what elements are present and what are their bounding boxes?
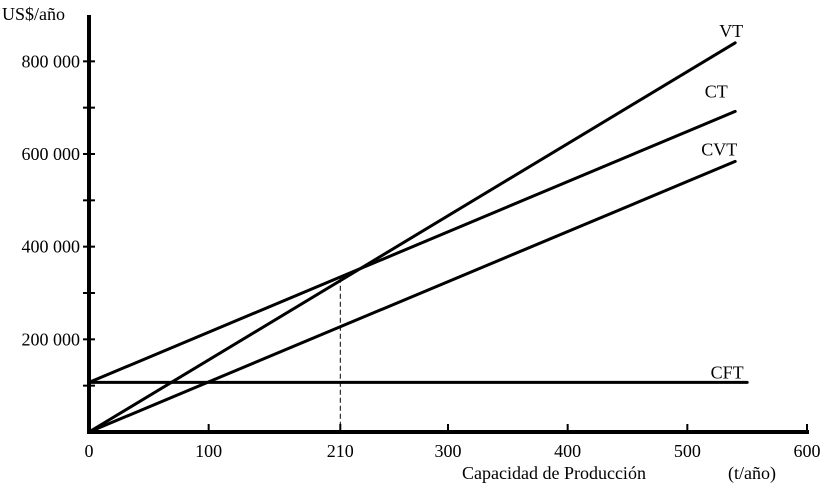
series-line-vt <box>87 41 737 434</box>
label-layer: US$/año Capacidad de Producción (t/año) <box>2 4 776 484</box>
x-axis-unit: (t/año) <box>728 463 776 484</box>
y-tick-label: 400 000 <box>22 237 81 257</box>
tick-layer: 200 000 400 000 600 000 800 000 0 100 210 300 40… <box>22 51 821 461</box>
x-tick-label: 0 <box>85 441 94 461</box>
series-label-vt: VT <box>719 21 743 41</box>
series-label-ct: CT <box>705 81 728 101</box>
x-tick-label: 210 <box>327 441 354 461</box>
y-tick-label: 200 000 <box>22 329 81 349</box>
series-label-cvt: CVT <box>701 139 737 159</box>
x-tick-label: 600 <box>794 441 821 461</box>
series-line-cvt <box>87 159 737 434</box>
y-axis-title: US$/año <box>2 4 65 24</box>
series-layer: VT CT CVT CFT <box>87 21 749 434</box>
axes-layer <box>87 15 809 434</box>
x-tick-label: 400 <box>554 441 581 461</box>
y-tick-label: 800 000 <box>22 51 81 71</box>
series-label-cft: CFT <box>711 362 744 382</box>
series-line-ct <box>87 109 737 384</box>
x-axis-title: Capacidad de Producción <box>462 463 646 483</box>
x-tick-label: 100 <box>195 441 222 461</box>
x-tick-label: 500 <box>674 441 701 461</box>
y-tick-label: 600 000 <box>22 144 81 164</box>
x-tick-label: 300 <box>435 441 462 461</box>
